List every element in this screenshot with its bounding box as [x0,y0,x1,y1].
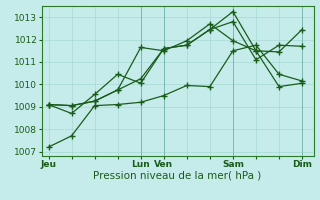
X-axis label: Pression niveau de la mer( hPa ): Pression niveau de la mer( hPa ) [93,171,262,181]
